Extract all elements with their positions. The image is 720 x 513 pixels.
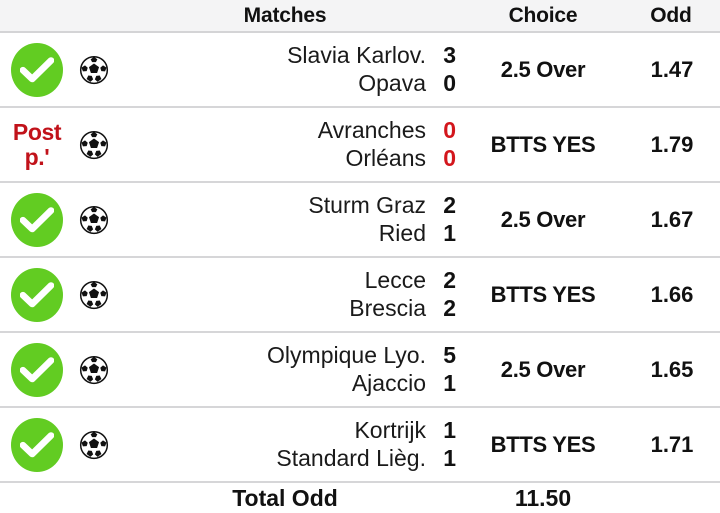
total-odd-value: 11.50 [514, 484, 572, 511]
postponed-text: Post p.' [12, 119, 62, 170]
column-header-odd: Odd [650, 3, 692, 27]
bet-choice: BTTS YES [490, 431, 596, 457]
soccer-ball-icon [72, 280, 116, 310]
column-header-matches: Matches [243, 3, 327, 27]
match-teams-cell: Kortrijk 1 Standard Lièg. 1 [120, 408, 458, 481]
soccer-ball-icon [72, 430, 116, 460]
match-status-cell: Post p.' [0, 108, 120, 181]
soccer-ball-icon [72, 355, 116, 385]
away-team-line: Opava 0 [120, 70, 456, 97]
away-team-score: 2 [443, 294, 456, 321]
home-team-line: Lecce 2 [120, 267, 456, 294]
home-team-line: Olympique Lyo. 5 [120, 342, 456, 369]
home-team-name: Avranches [317, 117, 426, 144]
home-team-line: Sturm Graz 2 [120, 192, 456, 219]
table-header-row: Matches Choice Odd [0, 0, 720, 33]
home-team-name: Slavia Karlov. [287, 42, 426, 69]
table-body: Slavia Karlov. 3 Opava 0 2.5 Over 1.47 Post p.'… [0, 33, 720, 483]
table-row[interactable]: Slavia Karlov. 3 Opava 0 2.5 Over 1.47 [0, 33, 720, 108]
match-teams-cell: Sturm Graz 2 Ried 1 [120, 183, 458, 256]
away-team-name: Brescia [349, 294, 426, 321]
check-circle-icon [8, 267, 66, 322]
table-row[interactable]: Sturm Graz 2 Ried 1 2.5 Over 1.67 [0, 183, 720, 258]
bet-choice: 2.5 Over [500, 206, 586, 232]
home-team-score: 0 [443, 117, 456, 144]
home-team-score: 5 [443, 342, 456, 369]
away-team-name: Standard Lièg. [276, 444, 426, 471]
match-teams-cell: Lecce 2 Brescia 2 [120, 258, 458, 331]
home-team-name: Kortrijk [354, 417, 426, 444]
bet-odd: 1.66 [650, 281, 694, 307]
soccer-ball-icon [72, 130, 116, 160]
away-team-name: Orléans [345, 144, 426, 171]
away-team-score: 1 [443, 369, 456, 396]
check-circle-icon [8, 417, 66, 472]
away-team-score: 1 [443, 219, 456, 246]
soccer-ball-icon [72, 205, 116, 235]
away-team-line: Ajaccio 1 [120, 370, 456, 397]
check-circle-icon [11, 417, 63, 472]
bet-odd: 1.65 [650, 356, 694, 382]
check-circle-icon [8, 342, 66, 397]
check-circle-icon [8, 192, 66, 247]
home-team-name: Sturm Graz [308, 192, 426, 219]
bet-odd: 1.79 [650, 131, 694, 157]
match-status-cell [0, 333, 120, 406]
away-team-name: Ried [378, 219, 426, 246]
away-team-line: Standard Lièg. 1 [120, 445, 456, 472]
match-status-cell [0, 258, 120, 331]
table-row[interactable]: Olympique Lyo. 5 Ajaccio 1 2.5 Over 1.65 [0, 333, 720, 408]
home-team-line: Avranches 0 [120, 117, 456, 144]
total-row: Total Odd 11.50 [0, 483, 720, 513]
check-circle-icon [11, 192, 63, 247]
home-team-name: Olympique Lyo. [267, 342, 426, 369]
home-team-name: Lecce [364, 267, 426, 294]
table-row[interactable]: Kortrijk 1 Standard Lièg. 1 BTTS YES 1.71 [0, 408, 720, 483]
column-header-choice: Choice [508, 3, 578, 27]
home-team-score: 2 [443, 267, 456, 294]
check-circle-icon [11, 267, 63, 322]
match-status-cell [0, 33, 120, 106]
away-team-line: Ried 1 [120, 220, 456, 247]
check-circle-icon [8, 42, 66, 97]
check-circle-icon [11, 342, 63, 397]
away-team-name: Opava [358, 69, 426, 96]
table-row[interactable]: Lecce 2 Brescia 2 BTTS YES 1.66 [0, 258, 720, 333]
away-team-score: 0 [443, 69, 456, 96]
match-teams-cell: Olympique Lyo. 5 Ajaccio 1 [120, 333, 458, 406]
away-team-line: Orléans 0 [120, 145, 456, 172]
away-team-line: Brescia 2 [120, 295, 456, 322]
home-team-score: 1 [443, 417, 456, 444]
home-team-score: 3 [443, 42, 456, 69]
table-row[interactable]: Post p.' Avranches 0 Orléans 0 BTTS YES 1.79 [0, 108, 720, 183]
away-team-score: 0 [443, 144, 456, 171]
total-odd-label: Total Odd [232, 484, 338, 511]
home-team-score: 2 [443, 192, 456, 219]
bet-choice: BTTS YES [490, 281, 596, 307]
away-team-name: Ajaccio [351, 369, 426, 396]
bet-odd: 1.47 [650, 56, 694, 82]
home-team-line: Kortrijk 1 [120, 417, 456, 444]
home-team-line: Slavia Karlov. 3 [120, 42, 456, 69]
match-teams-cell: Slavia Karlov. 3 Opava 0 [120, 33, 458, 106]
bet-choice: 2.5 Over [500, 356, 586, 382]
bet-choice: 2.5 Over [500, 56, 586, 82]
away-team-score: 1 [443, 444, 456, 471]
match-teams-cell: Avranches 0 Orléans 0 [120, 108, 458, 181]
check-circle-icon [11, 42, 63, 97]
bet-odd: 1.67 [650, 206, 694, 232]
match-status-cell [0, 408, 120, 481]
postponed-label: Post p.' [8, 120, 66, 168]
match-status-cell [0, 183, 120, 256]
bet-odd: 1.71 [650, 431, 694, 457]
bet-choice: BTTS YES [490, 131, 596, 157]
soccer-ball-icon [72, 55, 116, 85]
